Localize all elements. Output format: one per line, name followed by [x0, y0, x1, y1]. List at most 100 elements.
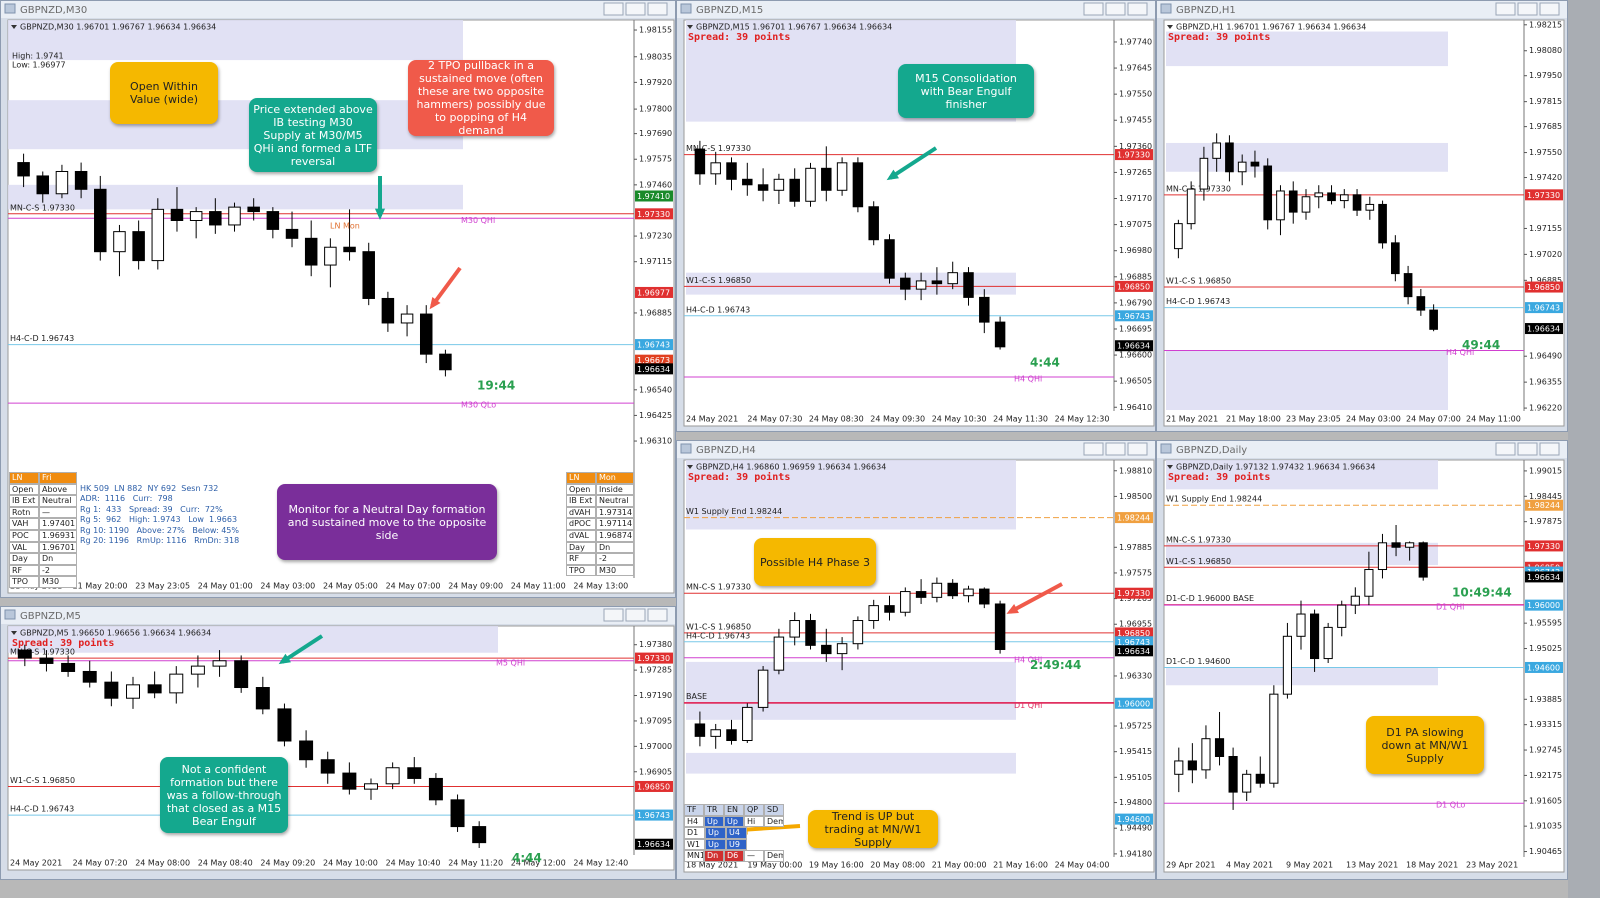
- window-button[interactable]: [625, 2, 646, 16]
- window-button[interactable]: [1539, 442, 1560, 456]
- y-tick-label: 1.96790: [1119, 298, 1152, 307]
- level-label: M5 QHi: [496, 658, 525, 667]
- window-button[interactable]: [1105, 442, 1126, 456]
- candle-body: [400, 313, 414, 324]
- candle-body: [1225, 142, 1234, 173]
- window-button[interactable]: [647, 2, 668, 16]
- window-button[interactable]: [1127, 442, 1148, 456]
- y-tick-label: 1.95415: [1119, 747, 1152, 756]
- window-button[interactable]: [647, 608, 668, 622]
- info-row: IB Ext Neutral: [566, 495, 636, 507]
- price-tag-label: 1.98244: [1527, 501, 1560, 510]
- candle-body: [852, 162, 864, 208]
- info-cell: Fri: [39, 472, 77, 484]
- window-button[interactable]: [1083, 442, 1104, 456]
- candle-body: [212, 660, 227, 667]
- candle-body: [757, 669, 769, 708]
- price-tag: [1115, 149, 1153, 161]
- x-tick-label: 24 May 11:30: [993, 415, 1048, 424]
- window-button[interactable]: [625, 608, 646, 622]
- candle-body: [1391, 542, 1401, 548]
- chart-icon: [1160, 3, 1172, 14]
- price-tag: [1115, 627, 1153, 639]
- window-button[interactable]: [1105, 2, 1126, 16]
- zone: [686, 661, 1016, 720]
- window-button[interactable]: [1495, 442, 1516, 456]
- info-cell: H4: [684, 815, 704, 828]
- y-tick-label: 1.97230: [639, 232, 672, 241]
- level-label: W1-C-S 1.96850: [10, 776, 75, 785]
- level-label: D1-C-D 1.96000 BASE: [1166, 594, 1254, 603]
- chart-icon: [680, 443, 692, 454]
- zone: [1166, 142, 1448, 172]
- y-tick-label: 1.96355: [1529, 378, 1562, 387]
- price-tag: [1115, 280, 1153, 292]
- x-tick-label: 24 May 03:00: [260, 582, 315, 591]
- candle-body: [1301, 196, 1311, 213]
- candle-body: [126, 684, 140, 699]
- price-tag: [1525, 302, 1563, 314]
- price-tag-label: 1.97330: [1117, 589, 1150, 598]
- header-arrow: [687, 465, 693, 469]
- y-tick-label: 1.97460: [639, 180, 672, 189]
- info-row: Rotn —: [9, 506, 79, 519]
- chart-note: High: 1.9741: [12, 52, 64, 61]
- info-row: Day Dn: [9, 553, 79, 565]
- candle-body: [979, 296, 990, 323]
- level-label: M30 QLo: [461, 401, 496, 410]
- info-cell: 1.97314: [596, 506, 634, 519]
- countdown-timer: 4:44: [1030, 355, 1060, 369]
- candle-body: [450, 799, 465, 828]
- candle-body: [868, 206, 879, 241]
- window-button[interactable]: [1495, 2, 1516, 16]
- candle-body: [1288, 190, 1298, 213]
- window-button[interactable]: [603, 2, 624, 16]
- window-button[interactable]: [1517, 442, 1538, 456]
- candle-body: [1237, 161, 1247, 173]
- info-row: IB Ext Neutral: [9, 495, 79, 507]
- y-tick-label: 1.97815: [1529, 97, 1562, 106]
- info-cell: MN1: [684, 850, 704, 862]
- price-tag-label: 1.97330: [637, 654, 670, 663]
- zone: [8, 20, 463, 61]
- arrow-head: [278, 653, 291, 665]
- candle-body: [994, 603, 1006, 650]
- candle-body: [1242, 773, 1252, 793]
- window-button[interactable]: [603, 608, 624, 622]
- window-button[interactable]: [1127, 2, 1148, 16]
- level-label: D1 QHi: [1014, 701, 1042, 710]
- x-tick-label: 19 May 16:00: [809, 861, 864, 870]
- price-tag-label: 1.97330: [1117, 151, 1150, 160]
- candle-body: [1310, 613, 1320, 660]
- candle-body: [1352, 194, 1362, 211]
- title-bar: [1157, 441, 1567, 458]
- y-tick-label: 1.96330: [1119, 671, 1152, 680]
- candle-body: [900, 277, 911, 290]
- x-tick-label: 21 May 18:00: [1226, 415, 1281, 424]
- window-button[interactable]: [1517, 2, 1538, 16]
- candle-body: [994, 321, 1006, 348]
- spread-label: Spread: 39 points: [688, 31, 790, 43]
- candle-body: [1405, 542, 1415, 548]
- price-tag-label: 1.96743: [637, 341, 670, 350]
- candle-body: [381, 297, 395, 324]
- title-bar: [677, 1, 1155, 18]
- window-button[interactable]: [1083, 2, 1104, 16]
- info-cell: Above: [39, 483, 77, 496]
- info-cell: Neutral: [39, 495, 77, 507]
- window-title: GBPNZD,H4: [696, 445, 756, 456]
- info-cell: SD: [764, 804, 784, 816]
- window-button[interactable]: [1539, 2, 1560, 16]
- level-label: W1-C-S 1.96850: [1166, 277, 1231, 286]
- info-row: dPOC 1.97114: [566, 518, 636, 530]
- info-cell: Mon: [596, 472, 634, 484]
- price-tag-label: 1.96743: [1117, 638, 1150, 647]
- spread-label: Spread: 39 points: [1168, 471, 1270, 483]
- info-cell: Dn: [596, 541, 634, 554]
- x-tick-label: 20 May 08:00: [870, 861, 925, 870]
- y-tick-label: 1.98155: [639, 26, 672, 35]
- info-cell: 1.96931: [39, 529, 77, 542]
- header-arrow: [687, 25, 693, 29]
- candle-body: [419, 313, 433, 355]
